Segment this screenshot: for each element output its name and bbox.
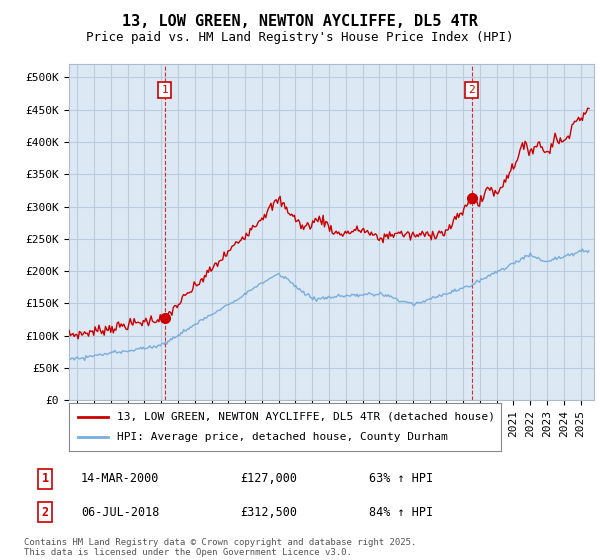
Text: 63% ↑ HPI: 63% ↑ HPI bbox=[369, 472, 433, 486]
Text: 13, LOW GREEN, NEWTON AYCLIFFE, DL5 4TR: 13, LOW GREEN, NEWTON AYCLIFFE, DL5 4TR bbox=[122, 14, 478, 29]
Text: 1: 1 bbox=[41, 472, 49, 486]
Text: 13, LOW GREEN, NEWTON AYCLIFFE, DL5 4TR (detached house): 13, LOW GREEN, NEWTON AYCLIFFE, DL5 4TR … bbox=[116, 412, 494, 422]
Text: 2: 2 bbox=[468, 85, 475, 95]
Text: £312,500: £312,500 bbox=[240, 506, 297, 519]
Text: Contains HM Land Registry data © Crown copyright and database right 2025.
This d: Contains HM Land Registry data © Crown c… bbox=[24, 538, 416, 557]
Text: Price paid vs. HM Land Registry's House Price Index (HPI): Price paid vs. HM Land Registry's House … bbox=[86, 31, 514, 44]
Text: 84% ↑ HPI: 84% ↑ HPI bbox=[369, 506, 433, 519]
Text: 2: 2 bbox=[41, 506, 49, 519]
Text: £127,000: £127,000 bbox=[240, 472, 297, 486]
Text: 1: 1 bbox=[161, 85, 168, 95]
Text: HPI: Average price, detached house, County Durham: HPI: Average price, detached house, Coun… bbox=[116, 432, 447, 442]
Text: 14-MAR-2000: 14-MAR-2000 bbox=[81, 472, 160, 486]
Text: 06-JUL-2018: 06-JUL-2018 bbox=[81, 506, 160, 519]
